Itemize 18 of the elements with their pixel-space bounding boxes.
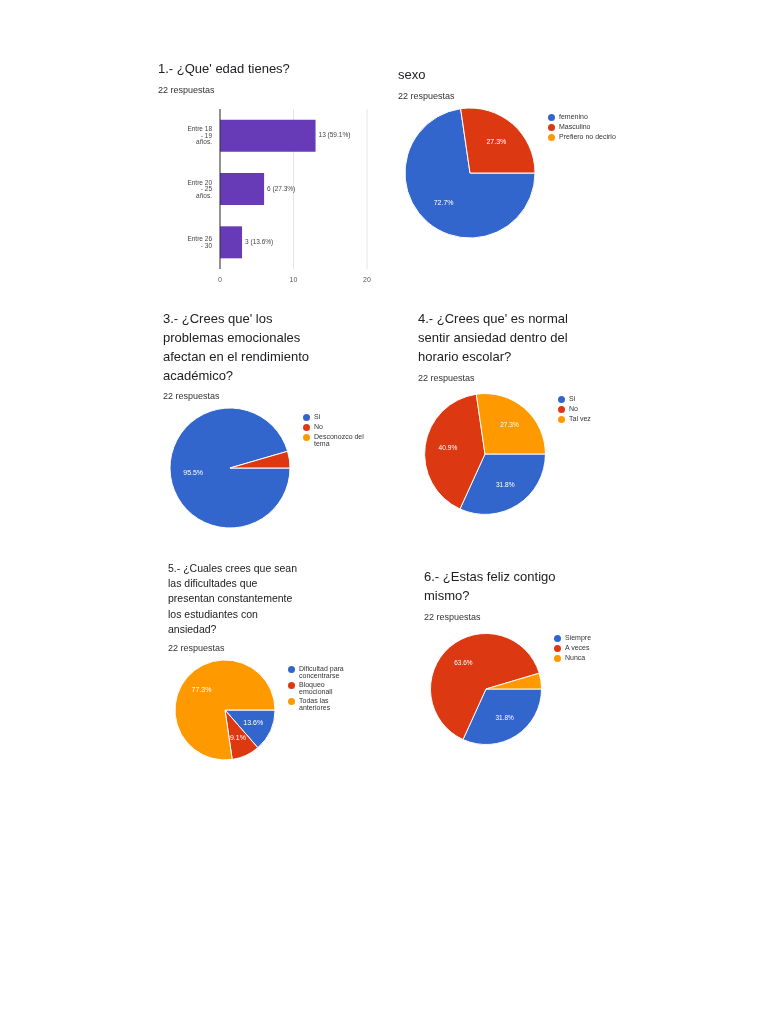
bar <box>220 119 316 152</box>
chart-title: 5.- ¿Cuales crees que sean las dificultades que presentan constantemente los estudiantes con ansiedad? <box>168 561 298 637</box>
pie-slice <box>404 108 536 239</box>
chart-subtitle: 22 respuestas <box>163 391 221 402</box>
chart-subtitle: 22 respuestas <box>418 372 476 383</box>
chart-title: 1.- ¿Que' edad tienes? <box>158 60 291 78</box>
bar <box>220 172 265 205</box>
chart-subtitle: 22 respuestas <box>168 643 226 654</box>
chart-title: 3.- ¿Crees que' los problemas emocionales afectan en el rendimiento académico? <box>163 310 310 385</box>
chart-title: 4.- ¿Crees que' es normal sentir ansiedad dentro del horario escolar? <box>418 310 569 366</box>
pie-slice <box>169 407 291 529</box>
pie-slice <box>174 659 276 761</box>
chart-subtitle: 22 respuestas <box>398 90 456 101</box>
chart-subtitle: 22 respuestas <box>424 611 482 622</box>
chart-title: 6.- ¿Estas feliz contigo mismo? <box>424 568 557 605</box>
bar <box>220 226 243 259</box>
chart-title: sexo <box>398 66 427 84</box>
chart-subtitle: 22 respuestas <box>158 84 216 95</box>
